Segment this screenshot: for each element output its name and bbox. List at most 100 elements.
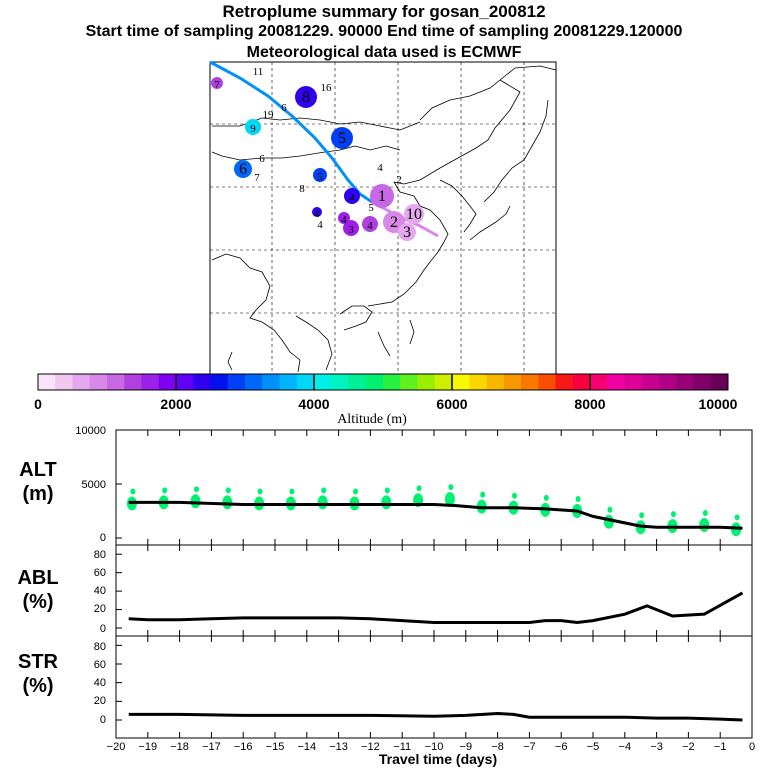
trajectory-label: 7 xyxy=(254,172,260,184)
trajectory-label: 16 xyxy=(321,82,333,94)
colorbar-swatch xyxy=(314,374,332,390)
plume-bubble xyxy=(295,86,317,108)
alt-cluster-minor xyxy=(225,487,231,494)
trajectory-label: 4 xyxy=(377,162,383,174)
abl-panel-unit: (%) xyxy=(22,591,53,613)
plume-bubble xyxy=(338,212,350,224)
colorbar-swatch xyxy=(659,374,677,390)
panels: ALT (m) ABL (%) STR (%) 10000 5000 0 80 … xyxy=(17,425,755,767)
colorbar-swatch xyxy=(245,374,263,390)
alt-cluster-minor xyxy=(448,484,454,491)
plume-bubble xyxy=(331,127,353,149)
colorbar-swatch xyxy=(521,374,539,390)
trajectory-label: 3 xyxy=(403,224,411,241)
alt-cluster-minor xyxy=(639,512,645,519)
alt-cluster xyxy=(381,495,392,510)
alt-cluster-minor xyxy=(575,496,581,502)
colorbar-swatch xyxy=(55,374,73,390)
trajectory-label: 3 xyxy=(348,224,354,236)
colorbar-tick-label: 2000 xyxy=(160,396,191,412)
colorbar-swatch xyxy=(641,374,660,390)
trajectory-label: 2 xyxy=(390,214,398,231)
alt-cluster-minor xyxy=(607,506,613,513)
abl-line xyxy=(128,591,744,624)
colorbar-swatch xyxy=(624,374,643,390)
abl-y-tick: 80 xyxy=(94,549,106,561)
colorbar-swatch xyxy=(38,374,56,390)
alt-cluster-minor xyxy=(543,494,549,501)
alt-y-tick: 10000 xyxy=(75,425,106,437)
alt-cluster-minor xyxy=(353,488,358,495)
colorbar-swatch xyxy=(607,374,625,390)
alt-line xyxy=(128,500,743,530)
trajectory-label: 5 xyxy=(338,130,346,147)
colorbar-swatch xyxy=(503,374,522,390)
x-tick-label: −3 xyxy=(650,741,663,753)
colorbar-swatch xyxy=(193,374,211,390)
x-tick-label: −13 xyxy=(329,741,348,753)
colorbar-swatch xyxy=(538,374,556,390)
str-panel-label: STR xyxy=(18,651,59,673)
alt-cluster-minor xyxy=(162,487,168,494)
colorbar-swatch xyxy=(555,374,574,390)
trajectory-label: 5 xyxy=(368,202,374,214)
alt-cluster-minor xyxy=(416,485,422,492)
panel-frame xyxy=(115,429,753,739)
met-data-source: Meteorological data used is ECMWF xyxy=(246,44,522,61)
colorbar-swatch xyxy=(262,374,280,390)
trajectory-label: 2 xyxy=(396,174,402,186)
trajectory-label: 4 xyxy=(367,220,373,232)
colorbar-tick-label: 6000 xyxy=(436,396,467,412)
alt-cluster xyxy=(222,495,233,510)
colorbar-swatch xyxy=(72,374,91,390)
plume-bubble xyxy=(343,220,359,236)
alt-cluster-minor xyxy=(289,488,295,495)
plume-bubble xyxy=(211,77,223,89)
alt-cluster xyxy=(699,518,710,533)
alt-cluster xyxy=(317,495,328,510)
trajectory-label: 6 xyxy=(281,102,287,114)
colorbar-swatch xyxy=(124,374,142,390)
chart-title: Retroplume summary for gosan_200812 xyxy=(222,2,546,21)
colorbar-label: Altitude (m) xyxy=(337,412,407,427)
str-y-tick: 60 xyxy=(94,659,106,671)
trajectory-label: 8 xyxy=(299,183,305,195)
str-y-tick: 40 xyxy=(94,677,106,689)
colorbar-tick-label: 10000 xyxy=(699,396,738,412)
alt-y-tick: 0 xyxy=(100,532,106,544)
x-tick-label: −8 xyxy=(491,741,504,753)
alt-y-tick: 5000 xyxy=(82,479,106,491)
plume-bubble xyxy=(312,207,322,217)
trajectory-label: 5 xyxy=(317,171,323,183)
colorbar-swatch xyxy=(348,374,367,390)
colorbar-swatch xyxy=(434,374,453,390)
x-tick-label: −16 xyxy=(234,741,253,753)
abl-y-tick: 40 xyxy=(94,585,106,597)
x-tick-label: −19 xyxy=(138,741,157,753)
series-lines xyxy=(128,500,744,722)
alt-cluster xyxy=(190,494,201,509)
sampling-times: Start time of sampling 20081229. 90000 E… xyxy=(85,23,683,40)
alt-cluster-minor xyxy=(480,491,486,498)
trajectory-label: 1 xyxy=(378,188,386,205)
x-tick-label: −9 xyxy=(460,741,473,753)
colorbar-swatch xyxy=(572,374,591,390)
x-tick-label: −15 xyxy=(266,741,285,753)
map-frame xyxy=(209,61,557,375)
colorbar-swatch xyxy=(210,374,229,390)
alt-cluster-minor xyxy=(512,492,517,499)
str-y-tick: 20 xyxy=(94,695,106,707)
colorbar-swatch xyxy=(676,374,694,390)
x-tick-label: −1 xyxy=(714,741,727,753)
abl-y-tick: 0 xyxy=(100,623,106,635)
trajectory-label: 11 xyxy=(253,66,264,78)
alt-cluster-minor xyxy=(702,510,708,517)
colorbar-swatch xyxy=(365,374,384,390)
colorbar-swatch xyxy=(710,374,729,390)
x-tick-label: −7 xyxy=(523,741,536,753)
colorbar-swatch xyxy=(141,374,160,390)
colorbar-swatch xyxy=(227,374,246,390)
trajectory-label: 8 xyxy=(302,89,310,106)
